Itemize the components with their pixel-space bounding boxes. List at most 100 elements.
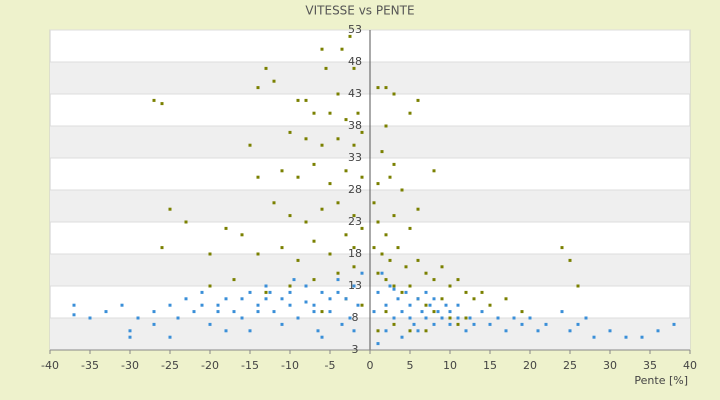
point: [320, 143, 324, 147]
point: [396, 246, 400, 250]
point: [376, 86, 380, 90]
point: [432, 322, 436, 326]
point: [248, 329, 252, 333]
point: [184, 297, 188, 301]
point: [560, 246, 564, 250]
point: [568, 258, 572, 262]
point: [264, 297, 268, 301]
point: [360, 226, 364, 230]
point: [392, 284, 396, 288]
y-tick-label: 33: [348, 151, 362, 164]
point: [384, 329, 388, 333]
point: [72, 303, 76, 307]
point: [376, 220, 380, 224]
point: [560, 310, 564, 314]
point: [448, 316, 452, 320]
point: [440, 265, 444, 269]
point: [592, 335, 596, 339]
y-tick-label: 53: [348, 23, 362, 36]
point: [296, 258, 300, 262]
point: [424, 316, 428, 320]
point: [168, 207, 172, 211]
point: [432, 310, 436, 314]
point: [384, 303, 388, 307]
point: [440, 297, 444, 301]
point: [512, 316, 516, 320]
point: [416, 98, 420, 102]
point: [336, 137, 340, 141]
point: [376, 342, 380, 346]
point: [224, 226, 228, 230]
point: [312, 162, 316, 166]
point: [392, 214, 396, 218]
point: [464, 329, 468, 333]
x-tick-label: 25: [563, 359, 577, 372]
point: [288, 284, 292, 288]
point: [304, 98, 308, 102]
point: [376, 182, 380, 186]
point: [240, 316, 244, 320]
point: [192, 310, 196, 314]
point: [392, 162, 396, 166]
point: [200, 303, 204, 307]
point: [464, 290, 468, 294]
y-tick-label: 13: [348, 279, 362, 292]
point: [404, 290, 408, 294]
point: [232, 310, 236, 314]
point: [496, 316, 500, 320]
point: [488, 303, 492, 307]
point: [320, 207, 324, 211]
y-tick-label: 28: [348, 183, 362, 196]
point: [416, 297, 420, 301]
point: [320, 290, 324, 294]
point: [456, 303, 460, 307]
point: [304, 300, 308, 304]
point: [448, 310, 452, 314]
point: [152, 310, 156, 314]
point: [576, 322, 580, 326]
x-tick-label: 40: [683, 359, 697, 372]
point: [348, 316, 352, 320]
point: [152, 322, 156, 326]
point: [656, 329, 660, 333]
point: [264, 284, 268, 288]
point: [168, 303, 172, 307]
point: [388, 175, 392, 179]
point: [312, 239, 316, 243]
point: [280, 297, 284, 301]
point: [384, 124, 388, 128]
point: [372, 310, 376, 314]
point: [372, 246, 376, 250]
point: [264, 290, 268, 294]
point: [380, 252, 384, 256]
point: [288, 214, 292, 218]
x-tick-label: 10: [443, 359, 457, 372]
point: [356, 303, 360, 307]
point: [544, 322, 548, 326]
point: [520, 322, 524, 326]
point: [272, 79, 276, 83]
x-tick-label: -30: [121, 359, 139, 372]
point: [416, 207, 420, 211]
point: [440, 316, 444, 320]
point: [344, 297, 348, 301]
point: [328, 297, 332, 301]
point: [264, 66, 268, 70]
point: [312, 278, 316, 282]
point: [424, 329, 428, 333]
point: [352, 265, 356, 269]
point: [248, 290, 252, 294]
point: [296, 316, 300, 320]
point: [388, 284, 392, 288]
point: [288, 290, 292, 294]
x-tick-label: -10: [281, 359, 299, 372]
point: [200, 290, 204, 294]
point: [328, 182, 332, 186]
point: [312, 310, 316, 314]
point: [468, 316, 472, 320]
point: [456, 316, 460, 320]
point: [128, 335, 132, 339]
point: [352, 246, 356, 250]
point: [256, 86, 260, 90]
point: [480, 290, 484, 294]
